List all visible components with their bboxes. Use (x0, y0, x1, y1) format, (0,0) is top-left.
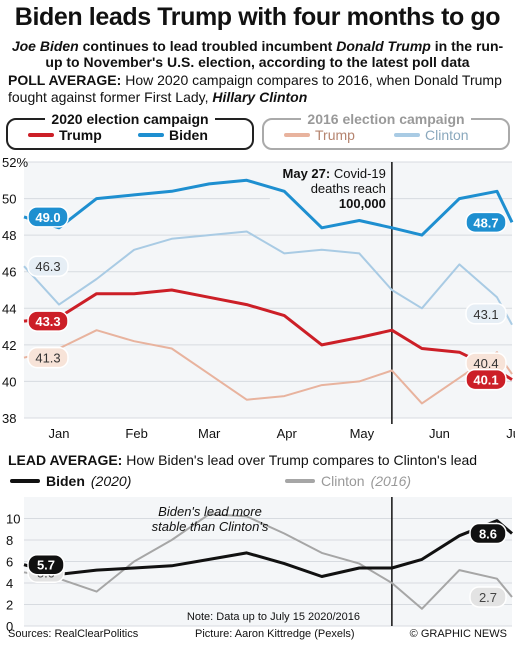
lead-legend-biden-name: Biden (46, 473, 85, 489)
legend-2016-title: 2016 election campaign (301, 111, 471, 127)
lead-legend-biden: Biden (2020) (10, 473, 131, 489)
x-tick-feb: Feb (125, 426, 147, 441)
lead-legend-clinton-name: Clinton (321, 473, 365, 489)
trump-2020-end-label-box (465, 368, 507, 391)
bottom-y-tick-3: 6 (6, 555, 13, 570)
biden-2020-start-label: 49.0 (35, 210, 60, 225)
bottom-y-tick-2: 4 (6, 576, 13, 591)
biden-lead-start-label: 5.7 (37, 558, 55, 573)
biden-2020-swatch (138, 133, 164, 137)
x-tick-jan: Jan (49, 426, 70, 441)
sources: Sources: RealClearPolitics (8, 628, 139, 640)
top-y-tick-7: 52% (2, 155, 28, 170)
biden-2020-start-label-box (27, 206, 69, 228)
bottom-y-tick-0: 0 (6, 619, 13, 634)
annotation-line-1: May 27: Covid-19 (283, 166, 386, 181)
lead-average-intro: LEAD AVERAGE: How Biden's lead over Trum… (8, 452, 513, 469)
picture-credit: Picture: Aaron Kittredge (Pexels) (195, 628, 355, 640)
poll-average-clinton-name: Hillary Clinton (212, 89, 308, 105)
biden-lead-swatch (10, 479, 40, 483)
x-tick-mar: Mar (198, 426, 221, 441)
clinton-2016-line (23, 230, 513, 326)
x-tick-apr: Apr (277, 426, 298, 441)
data-note: Note: Data up to July 15 2020/2016 (187, 611, 360, 623)
trump-2016-start-label-box (27, 346, 69, 369)
trump-2020-start-label-box (27, 310, 69, 332)
legend-trump-2016: Trump (315, 127, 355, 143)
biden-lead-line (23, 519, 513, 578)
lead-legend-biden-year: (2020) (90, 473, 132, 489)
standfirst: Joe Biden continues to lead troubled inc… (6, 38, 509, 70)
clinton-lead-end-label-box (469, 586, 507, 608)
bottom-y-tick-1: 2 (6, 598, 13, 613)
legend-biden-2020: Biden (169, 127, 208, 143)
bottom-y-tick-5: 10 (6, 512, 20, 527)
graphic-news-credit: © GRAPHIC NEWS (409, 628, 507, 640)
biden-2020-end-label: 48.7 (473, 215, 498, 230)
biden-2020-end-label-box (465, 211, 507, 234)
legend-2016: 2016 election campaign Trump Clinton (262, 111, 510, 150)
trump-2020-line (23, 288, 513, 381)
x-tick-jun: Jun (429, 426, 450, 441)
clinton-2016-end-label: 43.1 (473, 307, 498, 322)
lead-average-text: How Biden's lead over Trump compares to … (122, 452, 478, 468)
trump-2016-end-label: 40.4 (473, 356, 498, 371)
trump-2016-start-label: 41.3 (35, 351, 60, 366)
lead-legend-clinton: Clinton (2016) (285, 473, 411, 489)
top-y-tick-3: 44 (2, 301, 16, 316)
poll-average-intro: POLL AVERAGE: How 2020 campaign compares… (8, 72, 513, 106)
trump-2016-swatch (284, 133, 310, 137)
annotation-background (269, 164, 390, 212)
clinton-2016-start-label: 46.3 (35, 259, 60, 274)
clinton-2016-end-label-box (465, 303, 507, 325)
trump-2020-end-label: 40.1 (473, 373, 498, 388)
x-tick-may: May (350, 426, 375, 441)
biden-lead-start-label-box (27, 553, 65, 576)
trump-2020-swatch (28, 133, 54, 137)
trump-2020-start-label: 43.3 (35, 314, 60, 329)
legend-clinton-2016: Clinton (425, 127, 469, 143)
legend-2020: 2020 election campaign Trump Biden (6, 111, 254, 150)
x-tick-jul: Jul (506, 426, 515, 441)
top-y-tick-5: 48 (2, 228, 16, 243)
standfirst-name-biden: Joe Biden (11, 38, 79, 54)
standfirst-name-trump: Donald Trump (336, 38, 431, 54)
top-y-tick-4: 46 (2, 265, 16, 280)
top-y-tick-6: 50 (2, 192, 16, 207)
clinton-lead-line (23, 513, 513, 610)
poll-average-label: POLL AVERAGE: (8, 72, 122, 88)
trump-2016-line (23, 329, 513, 405)
biden-lead-end-label: 8.6 (479, 527, 497, 542)
lead-legend-clinton-year: (2016) (370, 473, 412, 489)
bottom-y-tick-4: 8 (6, 533, 13, 548)
poll-average-text: How 2020 campaign compares to 2016, when… (8, 72, 502, 105)
top-y-tick-0: 38 (2, 411, 16, 426)
biden-lead-end-label-box (469, 522, 507, 545)
headline: Biden leads Trump with four months to go (14, 3, 501, 31)
lead-annotation-line-1: Biden's lead more (158, 504, 262, 519)
top-plot-background (24, 162, 512, 418)
clinton-lead-swatch (285, 479, 315, 483)
annotation-line-2: deaths reach (311, 181, 386, 196)
top-y-tick-2: 42 (2, 338, 16, 353)
clinton-2016-start-label-box (27, 255, 69, 277)
top-y-tick-1: 40 (2, 374, 16, 389)
lead-annotation-line-2: stable than Clinton's (152, 519, 269, 534)
standfirst-text-1: continues to lead troubled incumbent (78, 38, 337, 54)
clinton-lead-end-label: 2.7 (479, 590, 497, 605)
annotation-line-3: 100,000 (339, 196, 386, 211)
standfirst-text-2: in the run-up to November's U.S. electio… (45, 38, 504, 70)
lead-average-label: LEAD AVERAGE: (8, 452, 123, 468)
legend-trump-2020: Trump (59, 127, 102, 143)
clinton-2016-swatch (394, 133, 420, 137)
legend-2020-title: 2020 election campaign (45, 111, 215, 127)
biden-2020-line (23, 178, 514, 237)
